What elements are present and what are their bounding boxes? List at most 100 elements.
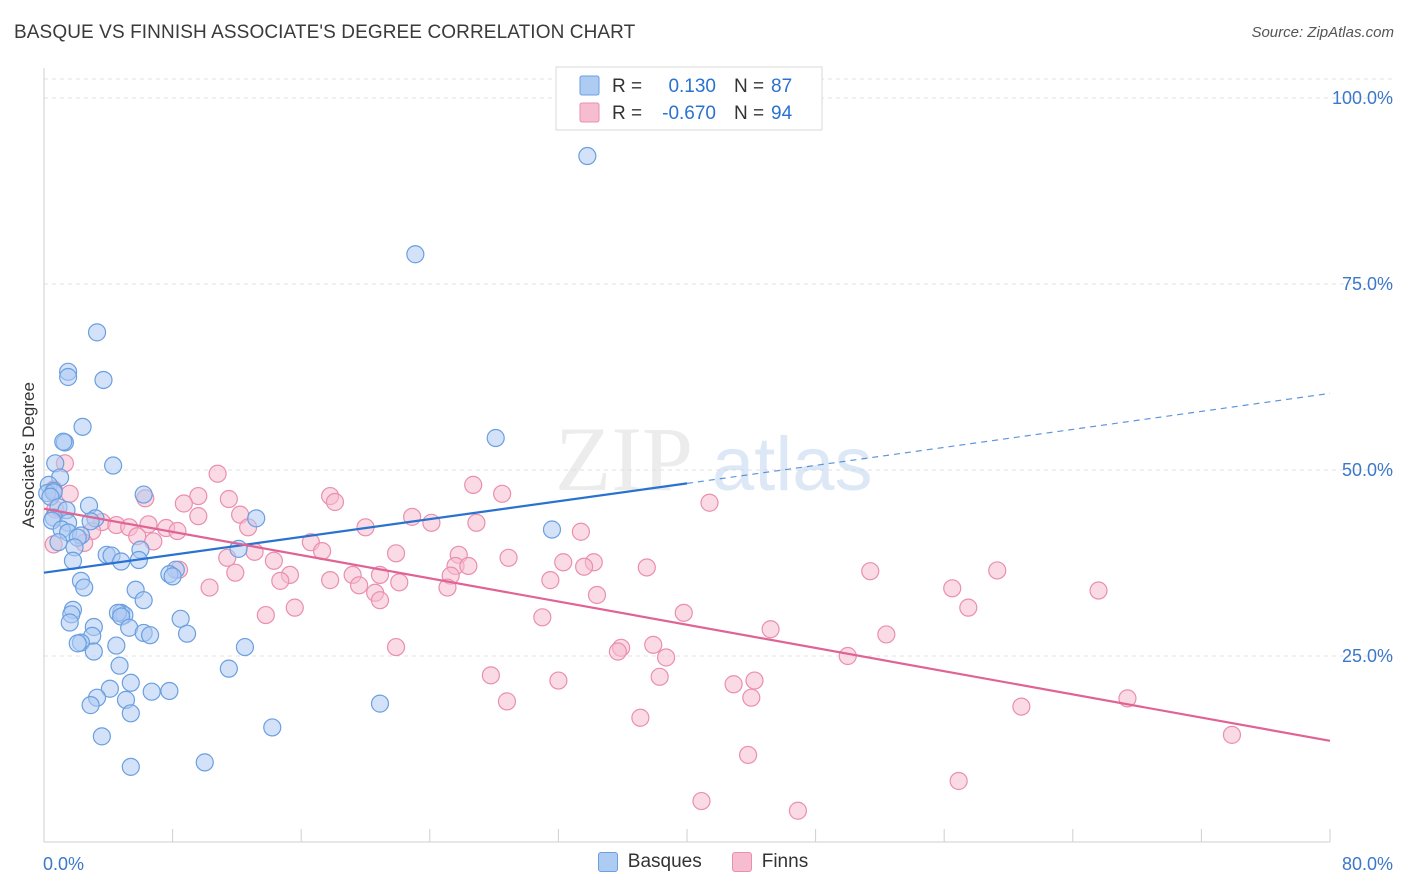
- finns-swatch: [731, 852, 752, 872]
- basques-point: [49, 533, 68, 552]
- legend-finns-n-value: 94: [771, 103, 793, 124]
- finns-point: [943, 579, 962, 598]
- legend-finns-n-label: N =: [734, 103, 764, 124]
- basques-point: [107, 636, 126, 655]
- basques-point: [406, 245, 425, 264]
- finns-point: [325, 492, 345, 512]
- finns-point: [738, 745, 758, 765]
- legend-finns-r-label: R =: [612, 103, 642, 124]
- finns-point: [390, 573, 409, 592]
- finns-point: [657, 648, 676, 667]
- finns-point: [571, 522, 591, 541]
- finns-point: [464, 475, 483, 494]
- finns-point: [144, 532, 163, 551]
- basques-point: [134, 591, 153, 610]
- finns-point: [554, 553, 573, 572]
- legend-label-finns: Finns: [761, 851, 809, 872]
- finns-point: [608, 642, 627, 661]
- basques-point: [235, 637, 255, 657]
- finns-point: [226, 563, 245, 582]
- basques-point: [92, 727, 111, 746]
- finns-point: [861, 562, 880, 581]
- finns-point: [1089, 581, 1108, 600]
- basques-point: [142, 682, 161, 701]
- finns-point: [256, 605, 275, 625]
- legend-finns-r-value: -0.670: [662, 103, 716, 124]
- basques-point: [121, 704, 140, 723]
- finns-point: [271, 571, 290, 590]
- finns-point: [631, 708, 650, 727]
- finns-point: [650, 667, 669, 686]
- basques-point: [84, 642, 103, 661]
- finns-point: [481, 666, 500, 685]
- finns-point: [386, 544, 406, 563]
- legend: R = 0.130 N = 87 R = -0.670 N = 94: [555, 66, 823, 131]
- finns-point: [1222, 725, 1242, 744]
- y-tick-labels: 100.0% 75.0% 50.0% 25.0%: [1332, 88, 1393, 666]
- legend-item-finns[interactable]: Finns: [731, 851, 809, 873]
- finns-point: [493, 484, 512, 503]
- axes: [43, 68, 1331, 843]
- basques-points: [38, 146, 597, 776]
- basques-point: [87, 323, 107, 342]
- basques-point: [73, 417, 92, 436]
- finns-point: [1012, 697, 1031, 716]
- finns-point: [949, 771, 968, 791]
- finns-point: [959, 598, 978, 617]
- finns-point: [189, 507, 208, 526]
- legend-label-basques: Basques: [627, 851, 702, 872]
- finns-point: [497, 692, 517, 711]
- finns-point: [877, 625, 896, 644]
- finns-point: [200, 578, 219, 597]
- y-tick-label-25: 25.0%: [1342, 646, 1393, 666]
- legend-basques-r-value: 0.130: [668, 76, 716, 97]
- basques-point: [59, 367, 78, 387]
- basques-point: [140, 626, 160, 645]
- basques-point: [195, 753, 214, 772]
- basques-point: [578, 146, 597, 166]
- basques-point: [60, 613, 79, 632]
- legend-basques-n-value: 87: [771, 76, 792, 97]
- finns-point: [724, 675, 743, 694]
- finns-point: [349, 576, 369, 595]
- basques-point: [68, 634, 87, 653]
- basques-point: [100, 679, 120, 698]
- finns-point: [700, 493, 719, 512]
- finns-point: [742, 688, 761, 707]
- source-credit: Source: ZipAtlas.com: [1251, 24, 1394, 41]
- finns-point: [264, 551, 283, 570]
- basques-point: [75, 578, 94, 597]
- basques-point: [219, 659, 238, 678]
- legend-basques-r-label: R =: [612, 76, 642, 97]
- basques-point: [263, 718, 282, 737]
- finns-point: [459, 556, 478, 576]
- finns-point: [541, 571, 560, 590]
- finns-trend-line: [43, 507, 1331, 742]
- finns-point: [422, 513, 441, 532]
- watermark-zip: ZIP: [555, 408, 693, 510]
- finns-point: [745, 671, 764, 690]
- legend-basques-n-label: N =: [734, 76, 764, 97]
- basques-point: [486, 428, 505, 448]
- x-max-label: 80.0%: [1342, 854, 1393, 874]
- y-tick-label-75: 75.0%: [1342, 274, 1393, 294]
- legend-item-basques[interactable]: Basques: [597, 851, 702, 873]
- finns-points: [44, 454, 1242, 820]
- finns-point: [208, 464, 227, 483]
- basques-point: [247, 509, 266, 528]
- watermark-atlas: atlas: [712, 422, 873, 507]
- basques-point: [121, 757, 140, 776]
- finns-point: [988, 561, 1007, 580]
- chart-title: BASQUE VS FINNISH ASSOCIATE'S DEGREE COR…: [14, 22, 636, 43]
- finns-point: [761, 620, 780, 639]
- finns-point: [467, 513, 486, 532]
- x-min-label: 0.0%: [43, 854, 84, 874]
- basques-trend-extension: [686, 392, 1331, 484]
- basques-point: [104, 456, 123, 475]
- finns-point: [219, 489, 238, 509]
- finns-point: [499, 548, 518, 567]
- basques-point: [81, 696, 100, 715]
- y-axis-label: Associate's Degree: [19, 382, 38, 528]
- grid-lines: [44, 78, 1392, 657]
- finns-point: [587, 585, 607, 605]
